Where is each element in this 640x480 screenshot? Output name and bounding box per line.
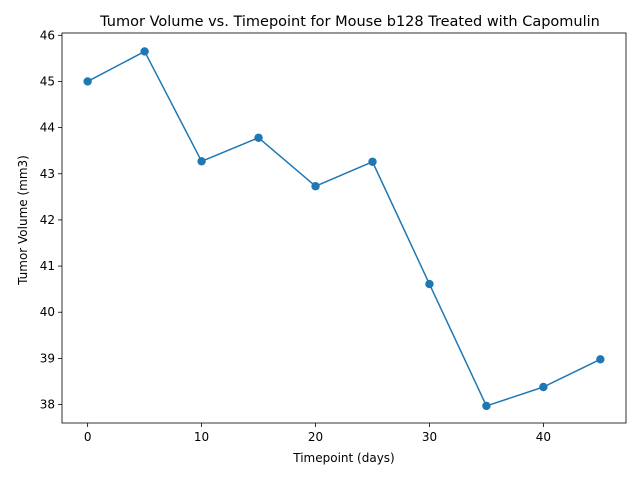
x-tick-label: 30 <box>422 430 437 444</box>
data-point <box>254 133 263 142</box>
data-point <box>311 182 320 191</box>
y-tick-label: 43 <box>40 167 55 181</box>
y-tick-label: 41 <box>40 259 55 273</box>
y-tick-label: 39 <box>40 351 55 365</box>
y-tick-label: 44 <box>40 121 55 135</box>
plot-area: 0 10 20 30 40 38 39 40 41 42 43 44 45 46 <box>40 28 627 444</box>
y-axis-label: Tumor Volume (mm3) <box>16 155 30 286</box>
data-point <box>140 47 149 56</box>
data-point <box>596 355 605 364</box>
data-point <box>482 401 491 411</box>
y-tick-label: 46 <box>40 28 55 42</box>
series-line <box>87 50 601 407</box>
y-tick-label: 42 <box>40 213 55 227</box>
x-tick-label: 0 <box>84 430 92 444</box>
axes-frame <box>61 32 627 424</box>
data-point <box>368 157 377 166</box>
data-point <box>83 77 92 86</box>
y-tick-label: 38 <box>40 398 55 412</box>
data-point <box>539 382 548 392</box>
chart-title: Tumor Volume vs. Timepoint for Mouse b12… <box>99 14 600 30</box>
x-axis-label: Timepoint (days) <box>292 451 394 465</box>
data-point <box>425 279 434 289</box>
x-tick-label: 40 <box>536 430 551 444</box>
x-tick-label: 10 <box>194 430 209 444</box>
y-tick-label: 40 <box>40 305 55 319</box>
data-point <box>197 157 206 166</box>
x-tick-label: 20 <box>308 430 323 444</box>
y-tick-label: 45 <box>40 74 55 88</box>
